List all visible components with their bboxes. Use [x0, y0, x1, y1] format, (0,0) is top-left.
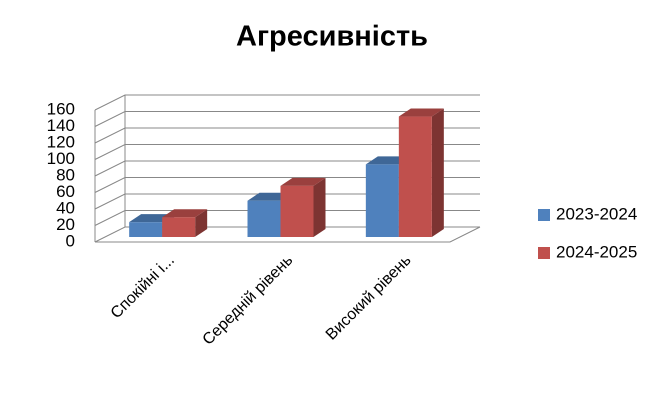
y-tick-label: 140 [47, 116, 75, 135]
x-tick-label: Середній рівень [200, 252, 297, 349]
bar-side [195, 209, 208, 237]
bar-side [313, 177, 326, 237]
legend-label: 2023-2024 [556, 204, 637, 223]
x-tick-label: Спокійні і... [108, 252, 178, 322]
y-tick-label: 100 [47, 149, 75, 168]
floor-edge [95, 226, 481, 243]
y-tick-label: 80 [56, 165, 75, 184]
bar [365, 164, 399, 237]
bar [129, 222, 163, 237]
bar [162, 217, 196, 237]
legend-label: 2024-2025 [556, 242, 637, 261]
grid-line [94, 94, 480, 111]
y-tick-label: 120 [47, 132, 75, 151]
bar-top [162, 209, 208, 218]
y-tick-label: 0 [66, 231, 75, 250]
chart-title: Агресивність [236, 21, 428, 53]
y-tick-label: 20 [56, 215, 75, 234]
bar [398, 116, 432, 237]
y-tick-label: 160 [47, 99, 75, 118]
bar-side [431, 108, 444, 237]
y-tick-label: 60 [56, 182, 75, 201]
bar [280, 185, 314, 237]
y-tick-label: 40 [56, 198, 75, 217]
bar [247, 200, 281, 237]
legend-swatch [538, 209, 550, 221]
x-tick-label: Високий рівень [323, 252, 415, 344]
legend-swatch [538, 247, 550, 259]
bar-top [398, 108, 444, 117]
bar-top [280, 177, 326, 186]
